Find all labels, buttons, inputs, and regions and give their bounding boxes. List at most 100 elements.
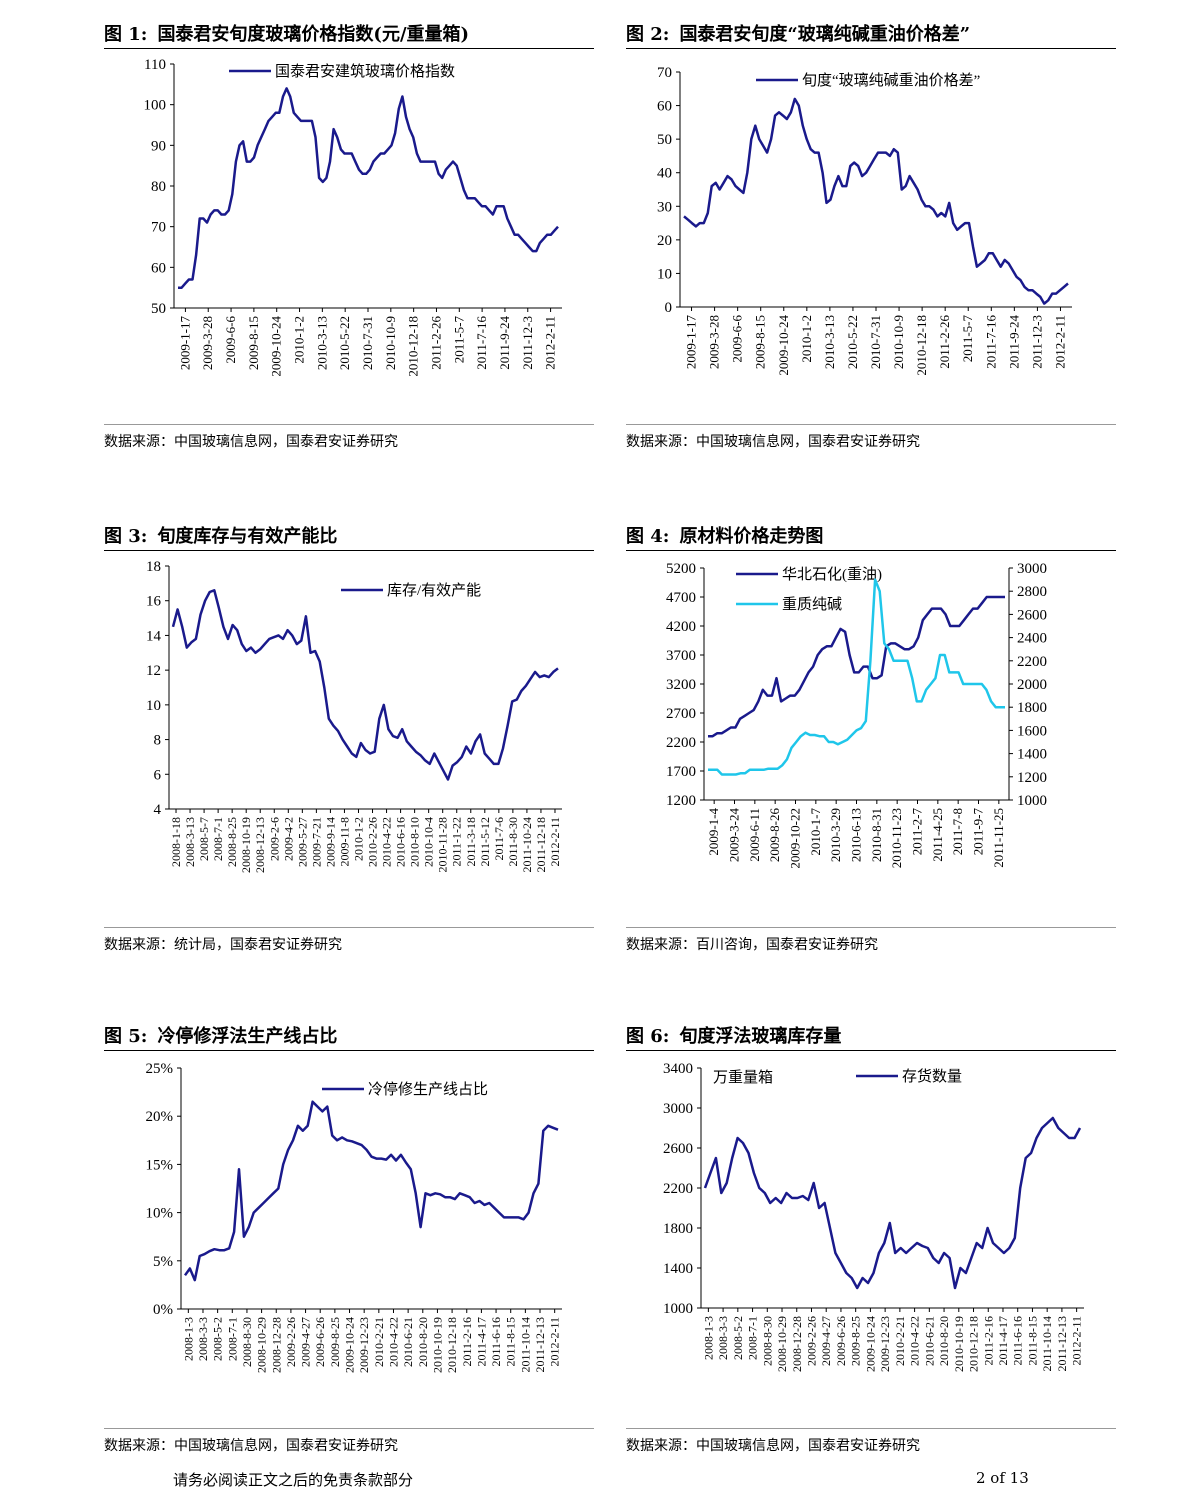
x-tick-label: 2010-10-19 xyxy=(430,1317,444,1373)
series-line-1 xyxy=(708,595,1005,738)
chart-title-3: 图 3: 旬度库存与有效产能比 xyxy=(104,524,594,551)
x-tick-label: 2010-6-21 xyxy=(922,1316,936,1366)
y-tick-label: 70 xyxy=(657,65,672,81)
x-tick-label: 2008-8-30 xyxy=(240,1317,254,1367)
y-tick-label: 1200 xyxy=(666,793,696,809)
y-tick-label: 50 xyxy=(151,301,166,317)
chart-source-1: 数据来源：中国玻璃信息网，国泰君安证券研究 xyxy=(104,424,594,451)
x-tick-label: 2010-4-22 xyxy=(380,817,394,867)
x-tick-label: 2010-11-23 xyxy=(889,808,904,868)
x-tick-label: 2010-6-13 xyxy=(849,808,864,862)
x-tick-label: 2011-7-8 xyxy=(950,808,965,855)
chart-label-4: 图 4: xyxy=(626,526,670,547)
x-tick-label: 2009-4-27 xyxy=(299,1317,313,1367)
x-tick-label: 2011-12-18 xyxy=(534,817,548,873)
x-tick-label: 2009-10-24 xyxy=(269,316,284,377)
x-tick-label: 2010-8-20 xyxy=(416,1317,430,1367)
footer-disclaimer: 请务必阅读正文之后的免责条款部分 xyxy=(173,1471,414,1489)
chart-label-5: 图 5: xyxy=(104,1026,148,1047)
y-right-tick-label: 1400 xyxy=(1017,747,1047,763)
y-tick-label: 1700 xyxy=(666,764,696,780)
y-tick-label: 3700 xyxy=(666,648,696,664)
y-tick-label: 20 xyxy=(657,233,672,249)
y-tick-label: 15% xyxy=(146,1157,174,1173)
x-tick-label: 2009-11-8 xyxy=(337,817,351,867)
series-line-2 xyxy=(708,578,1005,776)
x-tick-label: 2011-6-16 xyxy=(1011,1316,1025,1366)
x-tick-label: 2011-2-16 xyxy=(460,1317,474,1367)
x-tick-label: 2010-8-20 xyxy=(937,1316,951,1366)
x-tick-label: 2011-12-13 xyxy=(1055,1316,1069,1372)
chart-svg-1: 50 60 70 80 90 100 110 2009-1-17 2009-3-28 2009-6… xyxy=(144,57,562,377)
y-right-tick-label: 2200 xyxy=(1017,654,1047,670)
series-line-1 xyxy=(178,87,559,289)
x-tick-label: 2011-8-30 xyxy=(506,817,520,867)
x-tick-label: 2010-12-18 xyxy=(914,315,929,376)
x-tick-label: 2010-5-22 xyxy=(845,315,860,369)
y-tick-label: 8 xyxy=(154,733,162,749)
y-tick-label: 18 xyxy=(146,559,161,575)
x-tick-label: 2012-2-11 xyxy=(548,1317,562,1367)
y-tick-label: 50 xyxy=(657,132,672,148)
x-tick-label: 2010-12-18 xyxy=(967,1316,981,1372)
y-tick-label: 12 xyxy=(146,663,161,679)
chart-svg-2: 0 10 20 30 40 50 60 70 2009-1-17 2009-3-28 2009-6-… xyxy=(657,65,1072,376)
x-tick-label: 2009-12-23 xyxy=(878,1316,892,1372)
chart-title-1: 图 1: 国泰君安旬度玻璃价格指数(元/重量箱) xyxy=(104,22,594,49)
x-tick-label: 2010-8-10 xyxy=(408,817,422,867)
x-tick-label: 2011-6-16 xyxy=(489,1317,503,1367)
y-right-tick-label: 1800 xyxy=(1017,700,1047,716)
x-tick-label: 2009-6-11 xyxy=(747,808,762,862)
chart-title-text-4: 原材料价格走势图 xyxy=(679,526,824,547)
x-tick-label: 2010-6-21 xyxy=(401,1317,415,1367)
x-tick-label: 2011-2-26 xyxy=(428,316,443,370)
chart-source-4: 数据来源：百川咨询，国泰君安证券研究 xyxy=(626,927,1116,954)
x-tick-label: 2009-6-26 xyxy=(834,1316,848,1366)
x-tick-label: 2010-6-16 xyxy=(394,817,408,867)
x-tick-label: 2011-7-6 xyxy=(492,817,506,861)
y-tick-label: 6 xyxy=(154,767,162,783)
x-tick-label: 2009-10-22 xyxy=(788,808,803,869)
y-tick-label: 5200 xyxy=(666,561,696,577)
y-tick-label: 40 xyxy=(657,166,672,182)
x-tick-label: 2010-7-31 xyxy=(360,316,375,370)
x-tick-label: 2008-3-3 xyxy=(196,1317,210,1361)
x-tick-label: 2008-10-19 xyxy=(239,817,253,873)
x-tick-label: 2009-8-25 xyxy=(849,1316,863,1366)
y-tick-label: 4700 xyxy=(666,590,696,606)
x-tick-label: 2010-3-13 xyxy=(314,316,329,370)
y-right-tick-label: 1600 xyxy=(1017,723,1047,739)
y-tick-label: 110 xyxy=(144,57,166,73)
x-tick-label: 2010-1-2 xyxy=(799,315,814,363)
y-tick-label: 25% xyxy=(146,1061,174,1077)
x-tick-label: 2008-1-3 xyxy=(701,1316,715,1360)
x-tick-label: 2010-12-18 xyxy=(406,316,421,377)
x-tick-label: 2011-7-16 xyxy=(983,315,998,369)
x-tick-label: 2008-12-28 xyxy=(790,1316,804,1372)
x-tick-label: 2009-12-23 xyxy=(357,1317,371,1373)
x-tick-label: 2010-10-9 xyxy=(383,316,398,370)
legend-label-1: 冷停修生产线占比 xyxy=(368,1081,488,1098)
y-tick-label: 100 xyxy=(144,98,167,114)
x-tick-label: 2011-8-15 xyxy=(504,1317,518,1367)
x-tick-label: 2009-2-26 xyxy=(284,1317,298,1367)
x-tick-label: 2008-10-29 xyxy=(255,1317,269,1373)
chart-label-3: 图 3: xyxy=(104,526,148,547)
y-tick-label: 10% xyxy=(146,1206,174,1222)
y-right-tick-label: 3000 xyxy=(1017,561,1047,577)
chart-source-3: 数据来源：统计局，国泰君安证券研究 xyxy=(104,927,594,954)
y-tick-label: 1800 xyxy=(663,1221,693,1237)
chart-title-text-6: 旬度浮法玻璃库存量 xyxy=(679,1026,842,1047)
y-tick-label: 3200 xyxy=(666,677,696,693)
x-tick-label: 2012-2-11 xyxy=(1070,1316,1084,1366)
x-tick-label: 2009-1-17 xyxy=(684,315,699,370)
series-line-1 xyxy=(683,97,1069,305)
x-tick-label: 2008-8-30 xyxy=(760,1316,774,1366)
x-tick-label: 2009-6-6 xyxy=(223,316,238,364)
x-tick-label: 2009-10-24 xyxy=(863,1316,877,1372)
chart-source-2: 数据来源：中国玻璃信息网，国泰君安证券研究 xyxy=(626,424,1116,451)
x-tick-label: 2010-10-9 xyxy=(891,315,906,369)
y-tick-label: 70 xyxy=(151,220,166,236)
x-tick-label: 2009-2-6 xyxy=(267,817,281,861)
